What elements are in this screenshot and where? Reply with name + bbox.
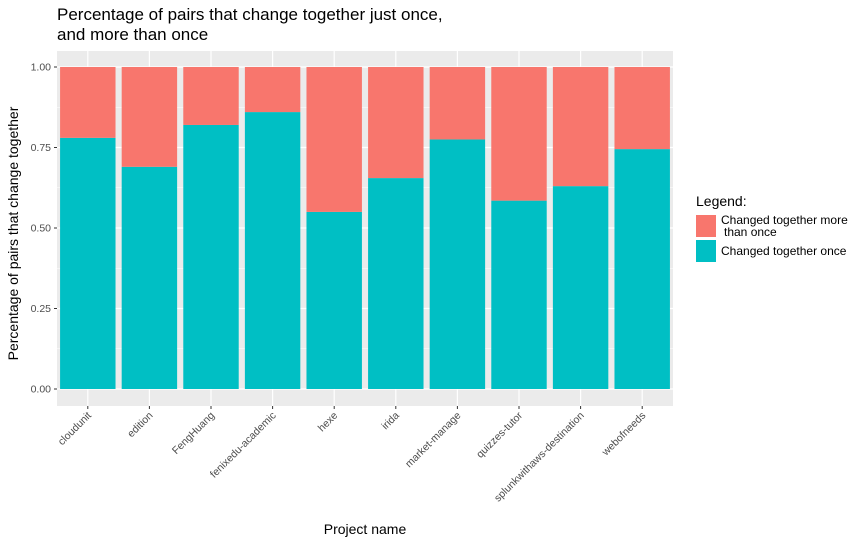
bar-segment-more-than-once [306,67,362,212]
legend: Legend: Changed together more than once Ch… [696,193,848,262]
y-axis-title: Percentage of pairs that change together [5,106,21,360]
bar-segment-once [491,200,547,389]
x-tick-label: webofneeds [599,410,648,459]
x-tick-label: cloudunit [56,410,94,448]
bar-segment-more-than-once [552,67,609,187]
y-tick-label: 0.75 [31,142,52,154]
bar-segment-once [121,166,178,389]
bar-segment-once [429,139,486,389]
x-tick-label: edition [125,410,155,440]
bar-segment-more-than-once [121,67,178,167]
x-tick-label: quizzes-tutor [474,409,525,460]
bars [60,67,670,390]
legend-title: Legend: [696,193,747,209]
chart-title: Percentage of pairs that change together… [57,5,447,44]
y-tick-label: 0.50 [31,223,52,235]
chart-title-line-1: Percentage of pairs that change together… [57,5,443,24]
x-tick-label: fenixedu-academic [208,410,279,481]
legend-label: Changed together more than once [721,213,848,239]
bar-segment-once [183,124,239,390]
legend-label: Changed together once [721,244,847,258]
y-tick-label: 1.00 [31,62,52,74]
legend-key [696,240,716,262]
bar-segment-once [552,186,609,389]
bar-segment-once [368,178,424,389]
bar-segment-once [60,137,116,389]
legend-key [696,215,716,237]
bar-segment-more-than-once [368,67,424,179]
x-tick-label: market-manage [403,410,464,471]
bar-segment-more-than-once [429,67,486,140]
bar-segment-more-than-once [491,67,547,201]
bar-segment-once [244,112,301,389]
bar-segment-more-than-once [60,67,116,138]
y-axis: 0.00 0.25 0.50 0.75 1.00 [31,62,57,396]
x-axis-title: Project name [324,521,407,537]
y-tick-label: 0.00 [31,384,52,396]
bar-segment-once [306,211,362,389]
bar-segment-more-than-once [614,67,670,150]
bar-segment-more-than-once [244,67,301,113]
y-tick-label: 0.25 [31,303,52,315]
chart-title-line-2: and more than once [57,25,208,44]
x-tick-label: FengHuang [170,410,217,457]
x-tick-label: irida [379,410,402,433]
x-tick-label: hexe [316,410,341,435]
bar-segment-more-than-once [183,67,239,125]
bar-segment-once [614,149,670,389]
x-axis: cloudunit edition FengHuangfenixedu-academ… [56,406,648,504]
